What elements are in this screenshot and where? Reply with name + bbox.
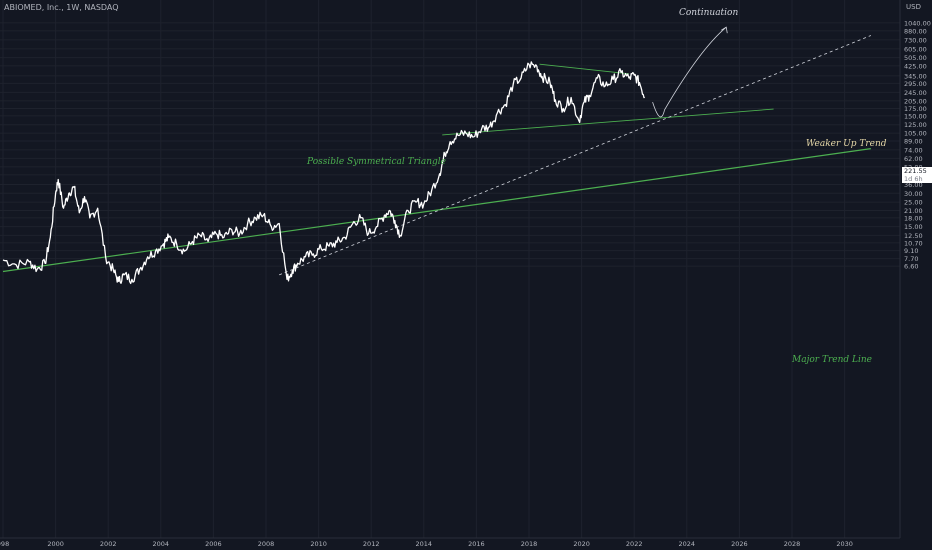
time-tick-label: 2026 bbox=[731, 540, 748, 548]
trend-lines bbox=[2, 26, 872, 276]
time-tick-label: 2016 bbox=[468, 540, 485, 548]
chart-grid bbox=[0, 0, 900, 538]
bar-countdown: 1d 6h bbox=[904, 175, 923, 183]
time-tick-label: 2020 bbox=[573, 540, 590, 548]
price-tick-label: 295.00 bbox=[904, 80, 927, 88]
triangle-lower-line bbox=[442, 108, 774, 136]
price-tick-label: 880.00 bbox=[904, 27, 927, 35]
time-tick-label: 2002 bbox=[100, 540, 117, 548]
time-tick-label: 2000 bbox=[47, 540, 64, 548]
price-tick-label: 7.70 bbox=[904, 255, 918, 263]
symbol-title: ABIOMED, Inc., 1W, NASDAQ bbox=[4, 3, 119, 12]
time-tick-label: 2012 bbox=[363, 540, 380, 548]
price-tick-label: 15.00 bbox=[904, 223, 923, 231]
price-axis-panel bbox=[900, 0, 932, 550]
currency-label: USD bbox=[906, 3, 921, 11]
annotation-weaker-trend[interactable]: Weaker Up Trend bbox=[806, 139, 887, 149]
annotation-major-trend[interactable]: Major Trend Line bbox=[792, 355, 872, 365]
price-tick-label: 505.00 bbox=[904, 54, 927, 62]
time-axis[interactable]: 998 2000 2002 2004 2006 2008 2010 2012 2014 2016 2… bbox=[0, 537, 932, 550]
price-tick-label: 89.00 bbox=[904, 138, 923, 146]
dashed-trend-line bbox=[278, 35, 872, 276]
continuation-arrow bbox=[652, 26, 727, 118]
price-tick-label: 245.00 bbox=[904, 89, 927, 97]
price-tick-label: 1040.00 bbox=[904, 19, 931, 27]
price-tick-label: 18.00 bbox=[904, 214, 923, 222]
price-series-line bbox=[2, 61, 646, 285]
price-tick-label: 125.00 bbox=[904, 121, 927, 129]
price-tick-label: 74.00 bbox=[904, 146, 923, 154]
time-tick-label: 2014 bbox=[416, 540, 433, 548]
last-price-value: 221.55 bbox=[904, 167, 927, 175]
major-trend-line bbox=[2, 148, 871, 273]
triangle-upper-line bbox=[539, 63, 629, 75]
price-tick-label: 175.00 bbox=[904, 105, 927, 113]
price-tick-label: 730.00 bbox=[904, 36, 927, 44]
price-tick-label: 30.00 bbox=[904, 190, 923, 198]
continuation-arrow-head bbox=[721, 26, 728, 34]
time-axis-panel bbox=[0, 538, 932, 550]
price-tick-label: 9.10 bbox=[904, 247, 918, 255]
time-tick-label: 2006 bbox=[205, 540, 222, 548]
price-tick-label: 605.00 bbox=[904, 45, 927, 53]
time-tick-label: 2008 bbox=[258, 540, 275, 548]
time-tick-label: 2030 bbox=[836, 540, 853, 548]
price-tick-label: 62.00 bbox=[904, 155, 923, 163]
time-tick-label: 2022 bbox=[626, 540, 643, 548]
price-tick-label: 21.00 bbox=[904, 207, 923, 215]
price-tick-label: 345.00 bbox=[904, 72, 927, 80]
last-price-badge: 221.55 1d 6h bbox=[902, 167, 932, 183]
annotation-continuation[interactable]: Continuation bbox=[679, 8, 739, 18]
time-tick-label: 2028 bbox=[784, 540, 801, 548]
price-tick-label: 150.00 bbox=[904, 112, 927, 120]
price-tick-label: 105.00 bbox=[904, 130, 927, 138]
price-tick-label: 425.00 bbox=[904, 62, 927, 70]
time-tick-label: 998 bbox=[0, 540, 9, 548]
time-tick-label: 2004 bbox=[153, 540, 170, 548]
time-tick-label: 2018 bbox=[521, 540, 538, 548]
price-tick-label: 36.00 bbox=[904, 181, 923, 189]
price-tick-label: 25.00 bbox=[904, 199, 923, 207]
price-tick-label: 10.70 bbox=[904, 239, 923, 247]
price-tick-label: 12.50 bbox=[904, 232, 923, 240]
price-tick-label: 205.00 bbox=[904, 97, 927, 105]
price-tick-label: 6.60 bbox=[904, 263, 918, 271]
time-tick-label: 2010 bbox=[310, 540, 327, 548]
annotation-triangle[interactable]: Possible Symmetrical Triangle bbox=[307, 157, 446, 167]
time-tick-label: 2024 bbox=[679, 540, 696, 548]
